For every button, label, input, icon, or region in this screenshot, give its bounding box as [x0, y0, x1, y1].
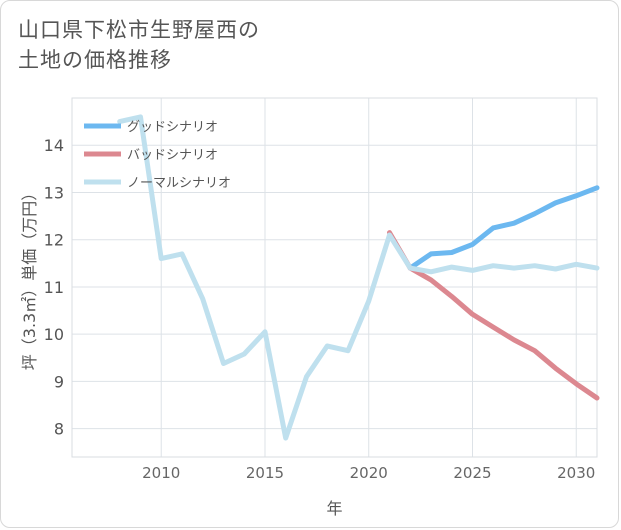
y-tick-label: 14: [44, 136, 64, 155]
chart-title-line1: 山口県下松市生野屋西の: [18, 18, 260, 42]
y-tick-label: 12: [44, 231, 64, 250]
y-tick-label: 8: [54, 420, 64, 439]
legend-label: グッドシナリオ: [127, 120, 218, 135]
chart-title: 山口県下松市生野屋西の 土地の価格推移: [18, 15, 260, 75]
chart-title-line2: 土地の価格推移: [18, 48, 172, 72]
series-lines: [117, 114, 600, 441]
x-axis-label: 年: [326, 499, 342, 518]
y-tick-label: 13: [44, 183, 64, 202]
chart-grid: [72, 98, 597, 457]
y-axis-ticks: 8 9 10 11 12 13 14: [44, 136, 64, 438]
plot-frame: [71, 97, 598, 458]
y-tick-label: 10: [44, 325, 64, 344]
legend-label: ノーマルシナリオ: [127, 176, 231, 191]
x-tick-label: 2020: [350, 464, 388, 482]
x-tick-label: 2015: [246, 464, 284, 482]
series-line-1: [407, 185, 600, 271]
series-line-3: [117, 114, 600, 441]
y-axis-label: 坪（3.3㎡）単価（万円）: [20, 185, 39, 370]
x-axis-ticks: 2010 2015 2020 2025 2030: [142, 464, 595, 482]
legend-label: バッドシナリオ: [127, 148, 218, 163]
series-line-2: [387, 230, 600, 401]
x-tick-label: 2025: [453, 464, 491, 482]
x-tick-label: 2010: [142, 464, 180, 482]
y-tick-label: 11: [44, 278, 64, 297]
y-tick-label: 9: [54, 372, 64, 391]
x-tick-label: 2030: [557, 464, 595, 482]
